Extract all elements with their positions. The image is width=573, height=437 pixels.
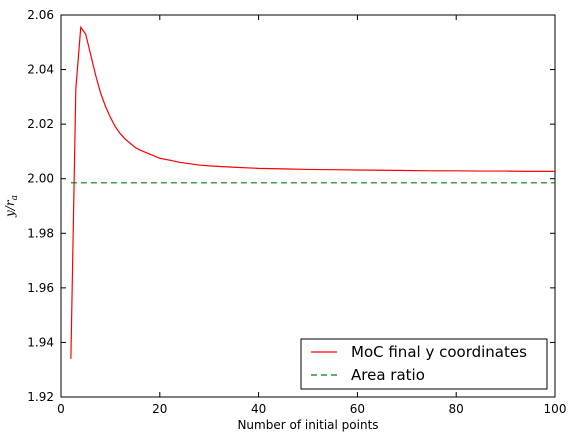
y-tick-label: 2.00 [27, 172, 54, 186]
axis-ticks [60, 14, 556, 398]
x-tick-label: 100 [544, 402, 567, 416]
x-tick-label: 40 [251, 402, 266, 416]
y-tick-label: 1.96 [27, 281, 54, 295]
series-line-0 [70, 25, 555, 359]
x-tick-label: 60 [350, 402, 365, 416]
y-tick-label: 2.06 [27, 8, 54, 22]
legend-label-area-ratio: Area ratio [351, 366, 425, 384]
y-tick-label: 2.02 [27, 117, 54, 131]
y-axis-label: y/ra [3, 195, 20, 218]
series-layer [70, 25, 555, 359]
y-tick-label: 1.92 [27, 390, 54, 404]
y-tick-label: 2.04 [27, 63, 54, 77]
tick-labels: 0 20 40 60 80 100 1.92 1.94 1.96 1.98 2.00 2.02 2.04… [27, 8, 566, 416]
x-tick-label: 80 [449, 402, 464, 416]
y-tick-label: 1.94 [27, 335, 54, 349]
x-tick-label: 0 [57, 402, 65, 416]
x-axis-label: Number of initial points [237, 418, 378, 432]
legend-label-moc: MoC final y coordinates [351, 343, 527, 361]
y-tick-label: 1.98 [27, 226, 54, 240]
plot-area [60, 14, 556, 398]
legend: MoC final y coordinates Area ratio [300, 338, 548, 390]
legend-box [300, 338, 548, 390]
x-tick-label: 20 [152, 402, 167, 416]
